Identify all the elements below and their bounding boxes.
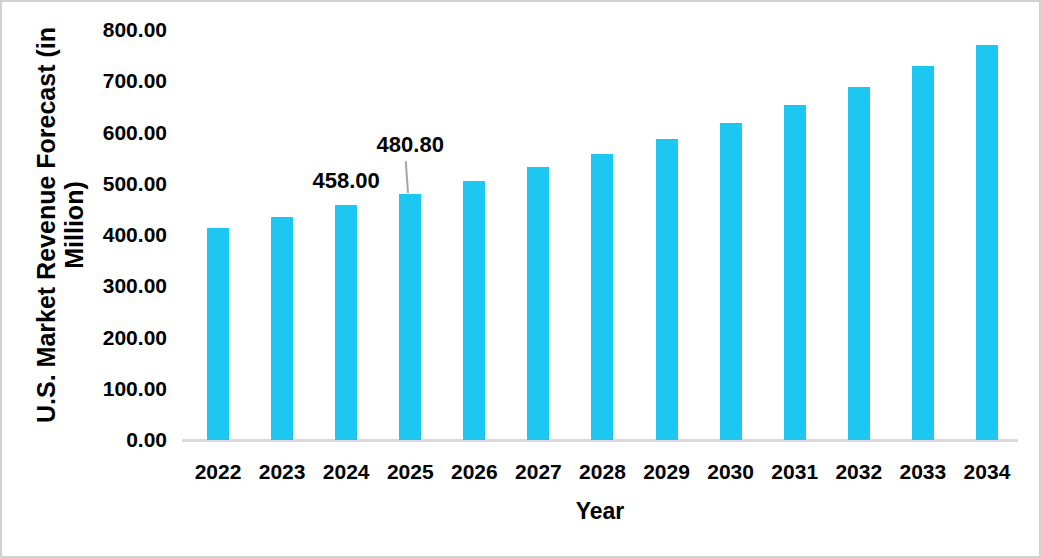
y-tick-label-0: 0.00 [42,427,167,453]
x-tick-label-2025: 2025 [378,460,442,484]
bar-2029 [656,139,678,440]
bar-2025 [399,194,421,440]
y-tick-label-800: 800.00 [42,17,167,43]
y-tick-label-600: 600.00 [42,120,167,146]
y-tick-label-100: 100.00 [42,376,167,402]
bar-2023 [271,217,293,440]
x-tick-label-2034: 2034 [955,460,1019,484]
x-tick-label-2030: 2030 [699,460,763,484]
x-axis-title: Year [530,498,670,525]
x-tick-label-2023: 2023 [250,460,314,484]
bar-2031 [784,105,806,440]
y-tick-label-400: 400.00 [42,222,167,248]
bar-2033 [912,66,934,440]
bar-2024 [335,205,357,440]
data-label-2025: 480.80 [340,131,480,159]
plot-area: U.S. Market Revenue Forecast (in Million… [2,2,1039,556]
x-tick-label-2031: 2031 [763,460,827,484]
bar-2034 [976,45,998,440]
x-tick-label-2029: 2029 [635,460,699,484]
y-tick-label-200: 200.00 [42,325,167,351]
y-tick-label-300: 300.00 [42,273,167,299]
chart-frame: U.S. Market Revenue Forecast (in Million… [0,0,1041,558]
x-tick-label-2022: 2022 [186,460,250,484]
bar-2026 [463,181,485,440]
x-tick-label-2033: 2033 [891,460,955,484]
bar-2032 [848,87,870,440]
bar-2027 [527,167,549,440]
bar-2022 [207,228,229,440]
y-tick-label-500: 500.00 [42,171,167,197]
bar-2030 [720,123,742,440]
data-label-2024: 458.00 [276,167,416,195]
x-tick-label-2032: 2032 [827,460,891,484]
x-tick-label-2028: 2028 [570,460,634,484]
x-tick-label-2027: 2027 [506,460,570,484]
y-tick-label-700: 700.00 [42,68,167,94]
x-tick-label-2024: 2024 [314,460,378,484]
bar-2028 [591,154,613,440]
x-tick-label-2026: 2026 [442,460,506,484]
